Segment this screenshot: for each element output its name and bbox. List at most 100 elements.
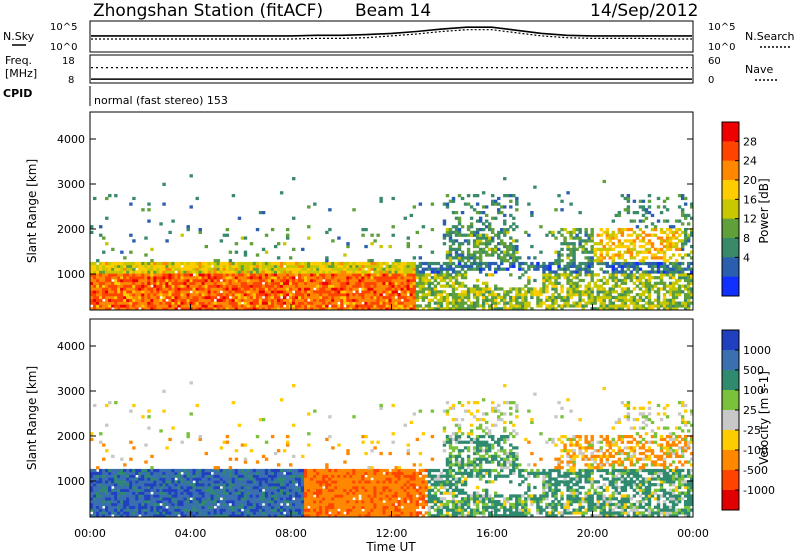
velocity-cell [93,488,97,492]
power-cell [665,233,670,237]
power-cell [270,307,275,311]
power-cell [213,261,218,266]
nsearch-series-line [91,29,692,40]
power-cell [620,233,625,237]
power-cell [451,276,456,280]
power-cell [273,278,278,283]
power-cell [575,273,579,277]
power-cell [228,261,233,266]
power-cell [201,278,205,283]
power-cell [90,295,94,300]
power-cell [503,233,507,237]
power-cell [279,270,284,274]
power-cell [313,293,317,297]
velocity-cell [102,485,106,490]
power-cell [255,307,260,311]
power-cell [487,261,492,266]
power-cell [147,301,151,305]
power-cell [460,256,465,260]
power-cell [463,301,468,305]
velocity-cell [183,511,187,515]
power-cell [292,295,296,300]
power-cell [472,267,477,271]
power-cell [581,250,585,254]
velocity-cell [279,468,284,473]
power-cell [328,301,332,305]
velocity-cell [132,500,136,504]
power-cell [578,301,582,305]
power-cell [572,242,576,246]
power-cell [575,247,579,251]
power-cell [587,293,591,297]
power-cell [168,281,172,285]
power-cell [445,233,450,237]
power-cell [379,284,383,288]
power-cell [436,307,441,311]
power-cell [548,270,552,274]
power-cell [391,301,395,305]
power-cell [174,273,178,277]
power-cell [228,304,233,308]
power-cell [132,278,136,283]
velocity-cell [138,508,142,512]
power-cell [234,270,239,274]
power-cell [659,239,664,243]
power-cell [385,301,389,305]
velocity-cell [301,491,305,495]
power-cell [671,301,676,305]
velocity-cell [141,502,145,507]
power-cell [460,250,465,254]
power-cell [282,290,287,294]
power-cell [656,267,661,271]
power-cell [319,298,323,302]
power-cell [273,287,278,291]
power-cell [249,284,254,288]
velocity-cell [183,474,187,478]
velocity-cell [279,471,284,475]
power-cell [282,301,287,305]
power-cell [433,261,438,266]
velocity-cell [183,477,187,481]
velocity-cell [228,457,233,461]
velocity-cell [295,497,299,501]
power-cell [581,298,585,302]
velocity-cell [99,432,103,436]
power-cell [340,278,344,283]
power-cell [186,290,190,294]
velocity-cell [307,432,311,436]
power-cell [355,307,359,311]
velocity-cell [195,500,199,504]
power-cell [563,264,567,268]
velocity-cell [159,477,163,481]
power-cell [264,278,269,283]
velocity-cell [210,494,215,498]
power-cell [249,278,254,283]
power-cell [267,281,272,285]
velocity-cell [180,477,184,481]
power-cell [629,233,634,237]
power-cell [460,196,465,201]
power-cell [460,293,465,297]
power-cell [279,304,284,308]
power-cell [472,244,477,249]
velocity-cell [219,471,224,475]
velocity-cell [141,500,145,504]
velocity-cell [180,502,184,507]
power-cell [198,261,202,266]
power-cell [620,194,625,198]
power-cell [361,270,365,274]
velocity-cell [171,508,175,512]
power-cell [204,284,208,288]
velocity-cell [165,480,169,484]
power-cell [460,233,465,237]
power-cell [132,267,136,271]
velocity-cell [141,415,145,419]
power-cell [563,267,567,271]
velocity-cell [319,483,323,487]
power-cell [183,276,187,280]
power-cell [575,236,579,240]
velocity-cell [153,511,157,515]
power-cell [102,290,106,294]
power-cell [370,278,374,283]
velocity-cell [246,505,251,509]
